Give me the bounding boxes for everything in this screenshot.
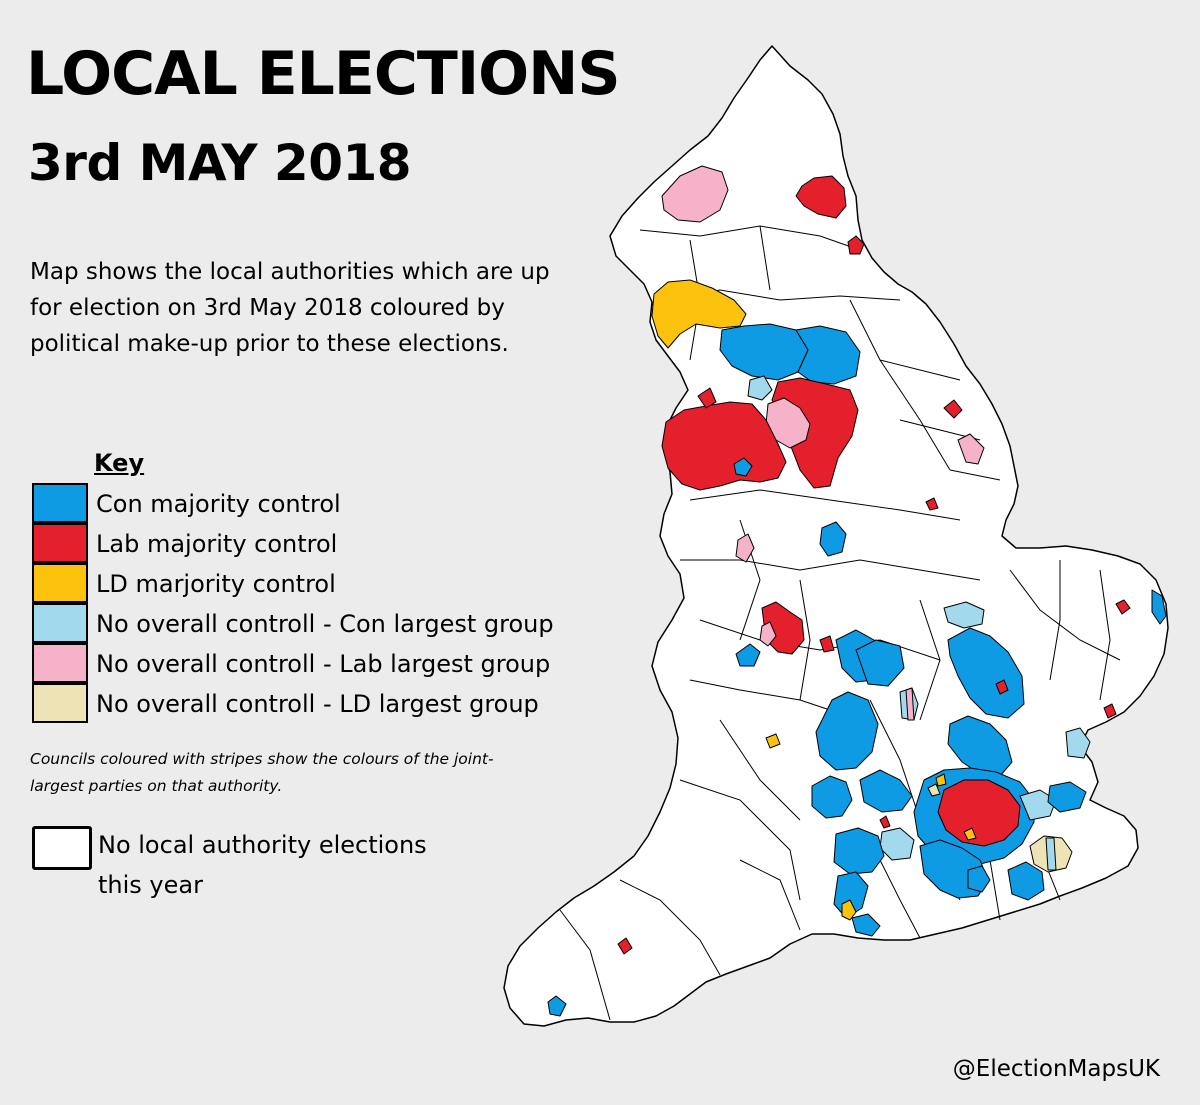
region-tunbridge [1007, 861, 1045, 901]
region-lincoln [925, 497, 939, 511]
region-cambridge-red [995, 679, 1009, 695]
legend-item-lab-majority: Lab majority control [32, 523, 554, 564]
region-south-lakeland [651, 279, 747, 349]
region-watford-yellow [935, 773, 947, 787]
legend-swatch-no-election [32, 826, 92, 870]
legend-label-noc-con: No overall controll - Con largest group [96, 610, 554, 638]
legend-swatch-con-majority [32, 483, 88, 523]
region-crawley [967, 865, 991, 893]
region-plymouth [547, 995, 567, 1017]
region-harrogate [795, 325, 861, 385]
region-three-rivers [927, 783, 941, 797]
region-havant-blue [851, 913, 881, 937]
credit-handle: @ElectionMapsUK [952, 1056, 1160, 1082]
region-swindon [811, 775, 853, 819]
region-peterborough [943, 601, 985, 629]
region-london [937, 779, 1021, 847]
legend-item-noc-con: No overall controll - Con largest group [32, 603, 554, 644]
legend-item-noc-ld: No overall controll - LD largest group [32, 683, 554, 724]
region-stockport-pink [735, 533, 755, 563]
region-manchester-blue [733, 457, 753, 477]
region-portsmouth [841, 899, 857, 921]
region-huntingdon [947, 627, 1025, 719]
region-norwich [1115, 599, 1131, 615]
page-subtitle: 3rd MAY 2018 [28, 134, 412, 192]
region-rugby [855, 639, 905, 687]
region-newcastle [795, 175, 847, 219]
legend-label-noc-lab: No overall controll - Lab largest group [96, 650, 551, 678]
region-walsall [759, 621, 777, 647]
region-shropshire-blue [735, 643, 761, 667]
legend-item-ld-majority: LD marjority control [32, 563, 554, 604]
legend-item-noc-lab: No overall controll - Lab largest group [32, 643, 554, 684]
legend-swatch-lab-majority [32, 523, 88, 563]
region-london-light [1019, 789, 1057, 821]
legend-swatch-noc-ld [32, 683, 88, 723]
map-description: Map shows the local authorities which ar… [30, 259, 550, 357]
region-cheltenham [765, 733, 781, 749]
region-hull [943, 399, 963, 419]
legend-label-noc-ld: No overall controll - LD largest group [96, 690, 539, 718]
region-oxford-area [815, 691, 879, 771]
legend-label-lab-majority: Lab majority control [96, 530, 338, 558]
coloured-authorities [547, 165, 1167, 1017]
region-exeter [617, 937, 633, 955]
region-ne-lincs [957, 433, 985, 465]
region-amber-valley [819, 521, 847, 557]
region-maidstone-stripe [1045, 837, 1057, 871]
region-redditch [819, 635, 835, 653]
region-carlisle [661, 165, 729, 223]
region-colchester [1065, 727, 1091, 759]
region-hertford [947, 715, 1013, 777]
region-basildon [1047, 781, 1087, 813]
stripes-note: Councils coloured with stripes show the … [30, 750, 494, 795]
region-striped-a-stripe [905, 687, 915, 721]
region-southampton [879, 815, 891, 829]
legend-swatch-noc-lab [32, 643, 88, 683]
region-reading [859, 769, 913, 813]
region-ipswich [1103, 703, 1117, 719]
region-sunderland [847, 235, 865, 255]
legend-label-no-election: No local authority elections this year [98, 831, 427, 899]
legend-label-ld-majority: LD marjority control [96, 570, 336, 598]
page-title: LOCAL ELECTIONS [26, 39, 621, 109]
region-pendle-light [747, 375, 773, 401]
legend-swatch-noc-con [32, 603, 88, 643]
key-heading: Key [94, 449, 145, 477]
region-manchester [661, 401, 787, 491]
legend: Con majority control Lab majority contro… [32, 483, 554, 724]
legend-label-con-majority: Con majority control [96, 490, 341, 518]
legend-item-con-majority: Con majority control [32, 483, 554, 524]
region-basingstoke [833, 827, 885, 875]
legend-swatch-ld-majority [32, 563, 88, 603]
region-great-yarmouth [1151, 589, 1167, 625]
region-sutton-yellow [963, 827, 977, 841]
region-blackburn [697, 387, 717, 409]
